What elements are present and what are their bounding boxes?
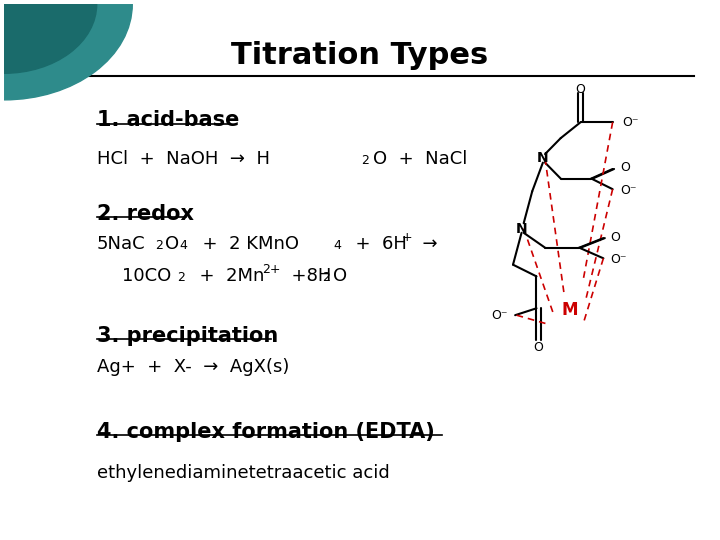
Text: 2: 2 (155, 239, 163, 252)
Text: 1. acid-base: 1. acid-base (96, 111, 239, 131)
Text: O⁻: O⁻ (491, 309, 508, 322)
Text: Ag+  +  X-  →  AgX(s): Ag+ + X- → AgX(s) (96, 357, 289, 376)
Text: →: → (411, 235, 438, 253)
Text: N: N (516, 221, 527, 235)
Text: +: + (401, 231, 412, 244)
Text: 10CO: 10CO (122, 267, 171, 285)
Text: 2+: 2+ (262, 262, 280, 275)
Text: O⁻: O⁻ (622, 116, 639, 129)
Text: 3. precipitation: 3. precipitation (96, 326, 278, 346)
Text: +  2 KMnO: + 2 KMnO (191, 235, 299, 253)
Text: N: N (537, 151, 549, 165)
Text: O: O (621, 161, 630, 174)
Text: O⁻: O⁻ (610, 253, 626, 266)
Text: 4. complex formation (EDTA): 4. complex formation (EDTA) (96, 422, 434, 442)
Text: 2. redox: 2. redox (96, 204, 194, 224)
Text: M: M (562, 301, 578, 319)
Text: +8H: +8H (280, 267, 332, 285)
Text: +  6H: + 6H (344, 235, 408, 253)
Text: O: O (576, 83, 585, 96)
Text: 2: 2 (177, 271, 185, 284)
Text: O: O (610, 231, 620, 244)
Text: 4: 4 (179, 239, 187, 252)
Text: O: O (333, 267, 347, 285)
Text: HCl  +  NaOH  →  H: HCl + NaOH → H (96, 150, 270, 168)
Wedge shape (4, 4, 132, 100)
Wedge shape (4, 4, 96, 73)
Text: +  2Mn: + 2Mn (188, 267, 264, 285)
Text: ethylenediaminetetraacetic acid: ethylenediaminetetraacetic acid (96, 464, 390, 482)
Text: O: O (165, 235, 179, 253)
Text: O  +  NaCl: O + NaCl (373, 150, 467, 168)
Text: 5NaC: 5NaC (96, 235, 145, 253)
Text: O: O (534, 341, 544, 354)
Text: Titration Types: Titration Types (231, 42, 489, 70)
Text: O⁻: O⁻ (621, 184, 637, 197)
Text: 4: 4 (333, 239, 341, 252)
Text: 2: 2 (361, 154, 369, 167)
Text: 2: 2 (323, 271, 330, 284)
